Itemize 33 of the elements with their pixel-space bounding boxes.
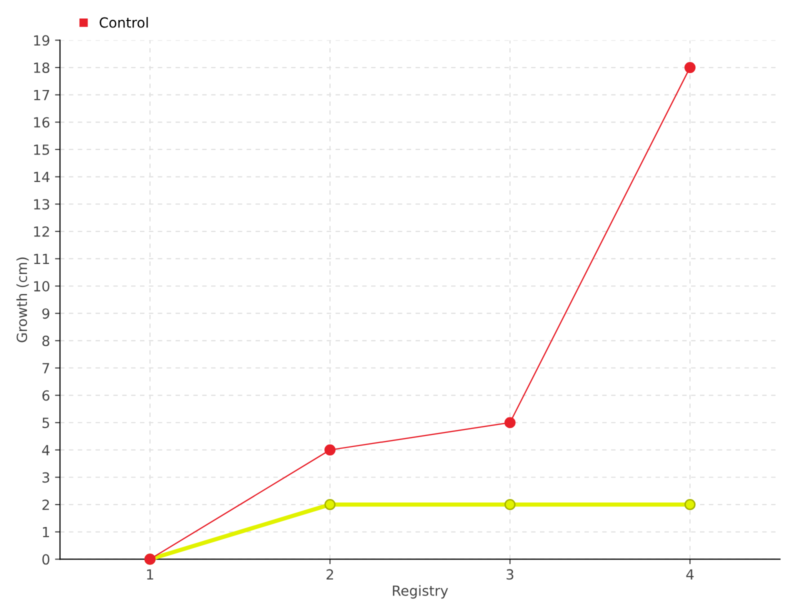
y-tick-label: 9 xyxy=(42,308,50,319)
y-tick-label: 14 xyxy=(34,172,50,182)
y-tick-label: 19 xyxy=(34,35,50,46)
point xyxy=(504,417,516,428)
x-tick-label: 3 xyxy=(506,569,514,580)
y-tick-label: 16 xyxy=(34,117,50,128)
y-tick-label: 3 xyxy=(42,472,50,483)
x-axis-title: Registry xyxy=(392,585,448,599)
point xyxy=(504,499,516,510)
y-tick-label: 15 xyxy=(34,144,50,155)
y-tick-label: 2 xyxy=(42,500,49,510)
y-tick-label: 13 xyxy=(34,199,50,210)
x-tick-label: 4 xyxy=(686,569,694,580)
point xyxy=(684,62,696,74)
y-tick-label: 18 xyxy=(34,62,50,73)
point xyxy=(324,499,336,510)
legend-label: Control xyxy=(100,17,148,28)
y-tick-label: 12 xyxy=(34,226,49,237)
y-axis-title: Growth (cm) xyxy=(16,258,29,342)
y-tick-label: 1 xyxy=(42,527,49,538)
point xyxy=(684,499,696,510)
y-tick-label: 11 xyxy=(34,254,49,264)
y-tick-label: 7 xyxy=(42,363,50,374)
y-tick-label: 4 xyxy=(42,445,50,456)
point xyxy=(324,444,336,456)
x-tick-label: 1 xyxy=(147,569,154,580)
y-tick-label: 0 xyxy=(42,554,50,565)
y-tick-label: 6 xyxy=(42,390,50,401)
x-tick-label: 2 xyxy=(326,569,334,580)
y-tick-label: 5 xyxy=(42,418,50,428)
y-tick-label: 8 xyxy=(42,336,50,346)
y-tick-label: 17 xyxy=(34,90,50,100)
y-tick-label: 10 xyxy=(34,281,50,292)
